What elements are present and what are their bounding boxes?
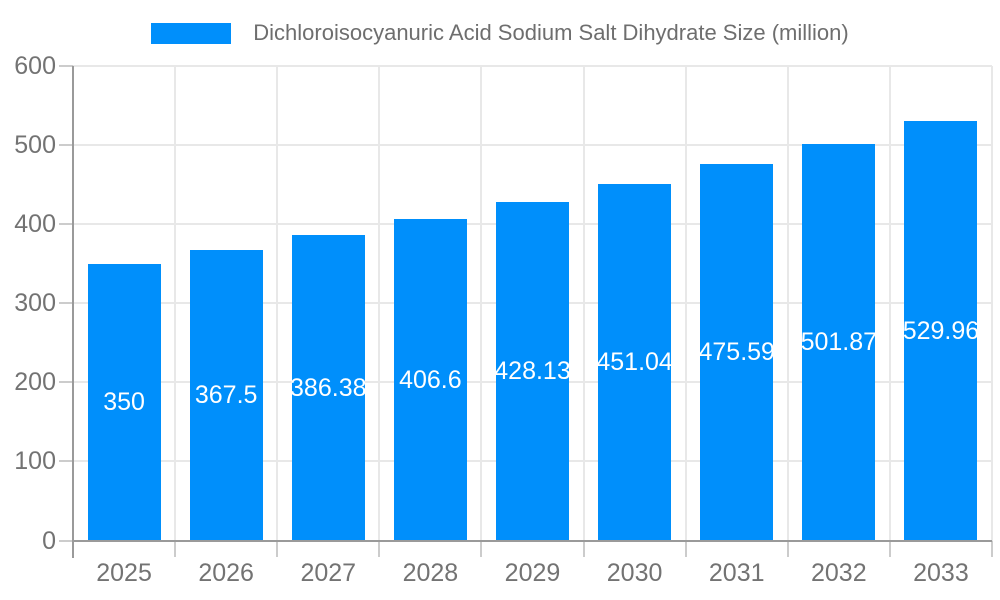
v-gridline (991, 66, 993, 541)
y-axis-tick (59, 223, 73, 226)
v-gridline (378, 66, 381, 541)
bar-2028[interactable] (393, 218, 467, 541)
x-axis-label: 2032 (811, 559, 867, 587)
x-axis-label: 2027 (300, 559, 357, 587)
v-gridline (684, 66, 687, 541)
bar-2029[interactable] (496, 201, 569, 541)
bar-2032[interactable] (802, 143, 876, 541)
v-gridline (786, 66, 789, 541)
bar-2031[interactable] (700, 164, 774, 541)
x-axis-label: 2029 (504, 559, 561, 587)
v-gridline (582, 66, 585, 541)
y-axis-label: 400 (14, 210, 56, 239)
x-axis-tick (174, 540, 177, 557)
x-axis-tick (480, 540, 483, 557)
x-axis-tick (378, 540, 381, 557)
x-axis-tick (582, 540, 585, 557)
x-axis-tick (276, 540, 279, 557)
y-axis-tick (59, 381, 73, 384)
bar-2025[interactable] (87, 263, 161, 541)
y-axis-label: 600 (14, 52, 56, 80)
bar-2026[interactable] (189, 249, 263, 541)
x-axis-label: 2025 (96, 559, 152, 587)
y-axis-tick (59, 302, 73, 305)
h-gridline (73, 65, 992, 67)
h-gridline (73, 144, 992, 147)
v-gridline (888, 66, 891, 541)
y-axis-label: 0 (42, 526, 56, 555)
bar-2033[interactable] (904, 121, 978, 541)
x-axis-label: 2033 (913, 559, 969, 587)
x-axis-label: 2026 (198, 559, 254, 587)
x-axis-tick (684, 540, 687, 557)
y-axis-label: 500 (14, 131, 56, 160)
x-axis-label: 2030 (606, 559, 663, 587)
x-axis-label: 2028 (402, 559, 459, 587)
legend-marker-swatch (151, 22, 232, 44)
y-axis-label: 100 (14, 447, 56, 476)
legend-item[interactable]: Dichloroisocyanuric Acid Sodium Salt Dih… (0, 12, 1000, 54)
y-axis-tick (59, 144, 73, 147)
x-axis-tick (888, 540, 891, 557)
v-gridline (174, 66, 177, 541)
y-axis-label: 200 (14, 368, 56, 397)
y-axis-label: 300 (14, 289, 56, 318)
x-axis-tick (786, 540, 789, 557)
legend-series-label: Dichloroisocyanuric Acid Sodium Salt Dih… (253, 20, 849, 45)
y-axis-line (72, 66, 74, 558)
bar-2030[interactable] (598, 183, 672, 541)
y-axis-tick (59, 539, 73, 542)
bar-2027[interactable] (291, 234, 365, 541)
v-gridline (276, 66, 279, 541)
x-axis-line (72, 539, 992, 542)
v-gridline (480, 66, 483, 541)
y-axis-tick (59, 460, 73, 463)
x-axis-label: 2031 (708, 559, 765, 587)
y-axis-tick (59, 65, 73, 67)
x-axis-tick (991, 540, 993, 557)
